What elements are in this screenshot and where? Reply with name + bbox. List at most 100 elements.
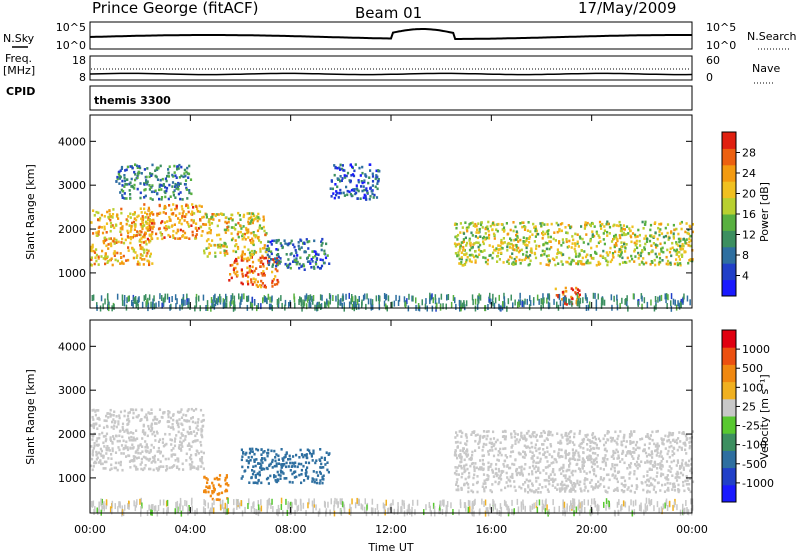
velocity-cell-3 [491, 468, 494, 472]
power-cell-1 [179, 182, 182, 185]
power-cell-4 [250, 278, 253, 281]
power-cell-7 [476, 228, 479, 231]
velocity-cell-3 [500, 453, 503, 457]
power-cell-7 [474, 225, 477, 228]
power-cell-7 [608, 232, 611, 235]
velocity-cell-3 [582, 464, 585, 467]
power-cell-7 [524, 243, 527, 246]
power-ground-cell [643, 297, 646, 304]
power-cell-7 [636, 235, 639, 238]
power-cell-7 [636, 246, 639, 250]
velocity-cell-3 [659, 466, 662, 470]
power-ground-cell [277, 301, 280, 308]
velocity-cell-0 [142, 429, 145, 432]
power-cell-7 [621, 256, 624, 260]
velocity-ground-cell [276, 509, 279, 515]
power-cell-1 [117, 172, 120, 176]
power-cell-5 [324, 256, 328, 260]
power-cell-7 [675, 253, 679, 256]
power-cell-7 [606, 234, 609, 237]
velocity-cell-0 [118, 434, 121, 438]
power-cell-3 [209, 231, 212, 235]
power-ground-cell [659, 295, 661, 302]
velocity-cell-3 [578, 429, 582, 433]
velocity-cell-3 [631, 441, 634, 444]
power-cell-2 [183, 231, 187, 235]
power-cell-2 [201, 230, 204, 233]
power-cell-0 [119, 221, 123, 225]
power-cell-7 [659, 223, 662, 226]
power-ytick-label-1: 2000 [58, 223, 86, 236]
velocity-ground-cell [327, 501, 329, 508]
power-ground-cell [262, 297, 264, 304]
velocity-ground-cell [166, 499, 169, 506]
velocity-cell-3 [492, 437, 496, 440]
power-cell-3 [205, 239, 209, 243]
velocity-cell-3 [668, 445, 671, 449]
velocity-cell-3 [474, 449, 477, 452]
power-cell-3 [223, 249, 226, 252]
power-cell-2 [160, 234, 163, 237]
power-cell-3 [262, 225, 265, 229]
power-cell-3 [224, 220, 227, 224]
power-cell-1 [158, 197, 161, 201]
velocity-cell-2 [247, 461, 250, 465]
power-cell-7 [471, 246, 474, 249]
velocity-cell-3 [492, 430, 495, 434]
power-cell-7 [658, 252, 661, 256]
velocity-cell-3 [646, 474, 649, 477]
power-cell-4 [252, 271, 255, 274]
velocity-ground-cell [175, 501, 177, 508]
velocity-cell-3 [454, 436, 457, 439]
power-cell-1 [183, 172, 186, 175]
power-cell-0 [142, 241, 146, 244]
power-cell-4 [234, 266, 237, 270]
velocity-cell-3 [483, 489, 486, 493]
power-ground-cell [670, 300, 672, 307]
power-cell-7 [541, 249, 544, 253]
power-cell-6 [365, 175, 368, 178]
velocity-cell-3 [539, 435, 542, 438]
power-cell-3 [256, 219, 259, 223]
velocity-ground-cell [252, 502, 254, 509]
power-ground-cell [233, 301, 236, 308]
power-ground-cell [526, 298, 528, 305]
power-cell-7 [645, 240, 649, 243]
velocity-ground-cell [268, 497, 270, 504]
velocity-cell-0 [137, 446, 140, 450]
velocity-cell-0 [115, 425, 118, 429]
power-cell-0 [133, 211, 136, 214]
velocity-cell-3 [527, 472, 531, 476]
velocity-ground-cell [660, 506, 663, 513]
power-cell-3 [206, 255, 209, 258]
power-ground-cell [329, 294, 332, 301]
power-ground-cell [415, 297, 417, 304]
power-cell-7 [675, 241, 678, 244]
power-cell-3 [219, 251, 222, 254]
velocity-ground-cell [624, 501, 627, 508]
velocity-cell-3 [673, 482, 676, 486]
velocity-ground-cell [484, 510, 487, 517]
power-cell-0 [90, 246, 93, 250]
velocity-cell-3 [632, 447, 635, 450]
velocity-cell-2 [262, 451, 265, 454]
power-cell-7 [513, 257, 516, 261]
power-cell-7 [474, 222, 477, 226]
velocity-cell-3 [614, 430, 617, 434]
velocity-cell-3 [616, 480, 619, 484]
power-ground-cell [594, 292, 596, 299]
power-ground-cell [131, 300, 133, 307]
power-ground-cell [429, 292, 431, 299]
power-cell-5 [325, 242, 328, 246]
velocity-cell-3 [536, 439, 539, 442]
velocity-cell-1 [209, 494, 212, 498]
power-ground-cell [562, 296, 565, 303]
power-cell-3 [220, 212, 224, 216]
velocity-cell-2 [277, 454, 280, 458]
power-cell-7 [475, 231, 478, 234]
velocity-cell-1 [212, 490, 215, 494]
power-ground-cell [288, 302, 290, 308]
velocity-cell-0 [128, 460, 132, 463]
velocity-cell-3 [578, 483, 581, 487]
power-cell-0 [97, 211, 100, 215]
